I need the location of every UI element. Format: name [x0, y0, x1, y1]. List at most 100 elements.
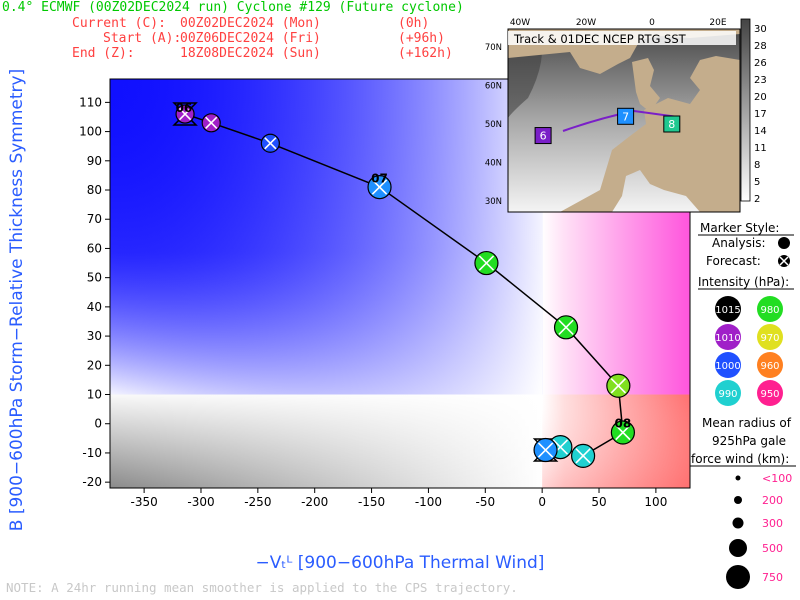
radius-circle [734, 496, 742, 504]
colorbar-label: 23 [754, 75, 767, 86]
lat-label: 50N [485, 120, 502, 130]
x-tick-label: -50 [475, 495, 495, 509]
radius-label: 300 [762, 517, 783, 530]
inset-grid-labels: 40W 20W 0 20E 70N 60N 50N 40N 30N [485, 18, 727, 207]
x-tick-label: -150 [358, 495, 385, 509]
y-tick-label: 30 [87, 329, 102, 343]
intensity-circle [715, 352, 741, 378]
intensity-title: Intensity (hPa): [698, 275, 789, 289]
date-label: 06 [176, 101, 193, 115]
current-label: Current (C): [72, 16, 166, 31]
y-tick-label: 10 [87, 388, 102, 402]
intensity-circle [757, 380, 783, 406]
lat-label: 70N [485, 43, 502, 53]
lon-label: 20E [709, 18, 726, 28]
y-tick-label: 20 [87, 358, 102, 372]
marker-style-title: Marker Style: [700, 221, 779, 235]
x-tick-label: 0 [538, 495, 546, 509]
forecast-marker [778, 255, 790, 267]
x-tick-label: -350 [131, 495, 158, 509]
y-axis-label: B [900−600hPa Storm−Relative Thickness S… [7, 69, 27, 531]
intensity-label: 980 [760, 305, 779, 316]
inset-markers: 6 7 8 [534, 107, 681, 145]
colorbar-label: 26 [754, 58, 767, 69]
analysis-marker [778, 237, 790, 249]
start-offset: (+96h) [398, 31, 445, 46]
colorbar-label: 20 [754, 92, 767, 103]
forecast-cross [537, 442, 554, 458]
x-axis-label: −Vₜᴸ [900−600hPa Thermal Wind] [256, 553, 545, 573]
intensity-label: 970 [760, 333, 779, 344]
radius-title-2: 925hPa gale [712, 434, 786, 448]
intensity-circle [715, 380, 741, 406]
intensity-circle [757, 352, 783, 378]
lon-label: 20W [576, 18, 596, 28]
trajectory-point [570, 443, 596, 468]
start-date: 00Z06DEC2024 (Fri) [180, 31, 321, 46]
forecast-cross [610, 378, 627, 394]
inset-marker-label: 8 [668, 118, 675, 131]
radius-circle [729, 539, 747, 557]
colorbar-label: 28 [754, 41, 767, 52]
start-label: Start (A): [103, 31, 182, 46]
trajectory-point [201, 113, 221, 133]
y-tick-label: 90 [87, 154, 102, 168]
y-tick-label: -10 [82, 446, 102, 460]
lat-label: 60N [485, 82, 502, 92]
inset-marker-box [617, 107, 635, 125]
trajectory-point [474, 250, 499, 276]
inset-marker-box [534, 127, 552, 145]
background-field [110, 79, 690, 488]
radius-circle [735, 475, 741, 481]
forecast-cross [205, 116, 218, 129]
inset-marker-label: 6 [540, 130, 547, 143]
x-tick-label: 50 [591, 495, 606, 509]
trajectory-point [260, 133, 280, 153]
x-tick-label: -200 [301, 495, 328, 509]
radius-title-1: Mean radius of [702, 416, 792, 430]
trajectory-point [367, 174, 392, 200]
date-label: 08 [615, 417, 632, 431]
intensity-circle [715, 296, 741, 322]
radius-legend: <100 200 300 500 750 [726, 472, 792, 589]
inset-marker: 6 [534, 127, 552, 145]
forecast-cross [478, 255, 495, 271]
intensity-label: 1000 [715, 361, 740, 372]
colorbar-label: 2 [754, 194, 760, 205]
y-tick-label: 70 [87, 212, 102, 226]
y-tick-label: 50 [87, 271, 102, 285]
intensity-swatch: 990 [715, 380, 741, 406]
y-tick-label: 80 [87, 183, 102, 197]
forecast-cross [575, 448, 591, 464]
land-europe-africa [560, 56, 740, 212]
lon-label: 40W [510, 18, 530, 28]
end-label: End (Z): [72, 46, 135, 61]
radius-title-3: force wind (km): [691, 452, 789, 466]
sst-colorbar-labels: 30 28 26 23 20 17 14 11 8 5 2 [754, 24, 767, 205]
analysis-label: Analysis: [712, 236, 765, 250]
inset-marker-label: 7 [622, 110, 629, 123]
intensity-legend: 1015 980 1010 970 1000 960 990 950 [715, 296, 783, 406]
trajectory-point [533, 437, 558, 463]
current-offset: (0h) [398, 16, 430, 31]
land-britain [632, 58, 660, 112]
intensity-swatch: 950 [757, 380, 783, 406]
forecast-label: Forecast: [706, 254, 761, 268]
x-tick-label: 100 [644, 495, 667, 509]
lat-label: 40N [485, 159, 502, 169]
cyclone-trajectory: 06 07 08 [172, 101, 636, 468]
trajectory-point [606, 373, 631, 398]
intensity-swatch: 960 [757, 352, 783, 378]
intensity-swatch: 970 [757, 324, 783, 350]
trajectory-point [610, 420, 636, 445]
y-tick-label: 110 [79, 95, 102, 109]
intensity-circle [715, 324, 741, 350]
y-tick-label: 60 [87, 241, 102, 255]
plot-frame [109, 78, 691, 489]
region-cold-sym-shade [110, 394, 543, 488]
x-tick-label: -250 [244, 495, 271, 509]
intensity-swatch: 1000 [715, 352, 741, 378]
colorbar-label: 17 [754, 109, 767, 120]
intensity-label: 960 [760, 361, 779, 372]
